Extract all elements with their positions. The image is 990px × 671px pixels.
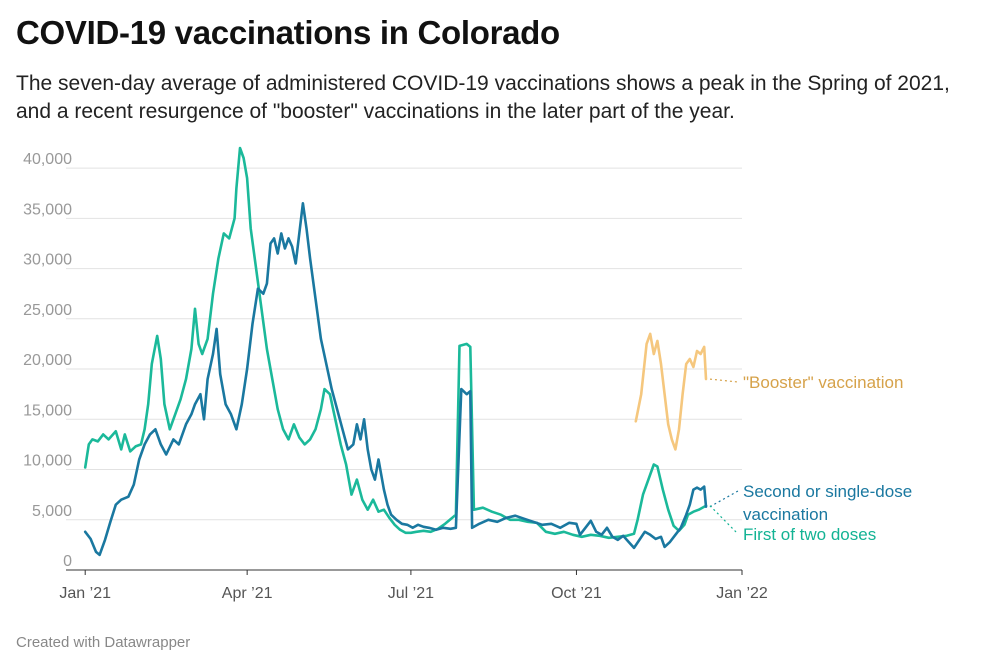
- series-line: [83, 146, 708, 540]
- y-tick-label: 20,000: [23, 352, 72, 369]
- y-axis-tick-labels: 0 5,000 10,000 15,000 20,000 25,000 30,000 35,0…: [23, 151, 72, 570]
- y-tick-label: 10,000: [23, 453, 72, 470]
- x-tick-label: Apr ’21: [222, 585, 273, 602]
- chart-subtitle: The seven-day average of administered CO…: [16, 72, 950, 123]
- gridlines: [66, 167, 742, 571]
- x-tick-label: Jan ’21: [59, 585, 111, 602]
- series-line: [634, 332, 708, 451]
- y-tick-label: 25,000: [23, 302, 72, 319]
- credit-footer: Created with Datawrapper: [16, 634, 191, 651]
- y-tick-label: 5,000: [32, 503, 72, 520]
- series-lines: [83, 146, 708, 557]
- label-leader-line: [709, 378, 739, 383]
- label-leader-line: [709, 505, 739, 535]
- series-line: [83, 202, 708, 557]
- chart-title: COVID-19 vaccinations in Colorado: [16, 14, 560, 51]
- x-tick-label: Jan ’22: [716, 585, 768, 602]
- x-tick-label: Jul ’21: [388, 585, 434, 602]
- series-label: Second or single-dose vaccination: [743, 482, 912, 524]
- y-tick-label: 35,000: [23, 201, 72, 218]
- y-tick-label: 0: [63, 553, 72, 570]
- line-chart: 0 5,000 10,000 15,000 20,000 25,000 30,000 35,0…: [23, 146, 912, 602]
- y-tick-label: 30,000: [23, 252, 72, 269]
- series-label: First of two doses: [743, 525, 876, 544]
- y-tick-label: 40,000: [23, 151, 72, 168]
- label-leader-line: [709, 490, 739, 508]
- x-axis-tick-labels: Jan ’21 Apr ’21 Jul ’21 Oct ’21 Jan ’22: [59, 570, 768, 602]
- series-label: "Booster" vaccination: [743, 373, 903, 392]
- x-tick-label: Oct ’21: [551, 585, 602, 602]
- y-tick-label: 15,000: [23, 402, 72, 419]
- series-labels: "Booster" vaccination Second or single-do…: [709, 373, 912, 544]
